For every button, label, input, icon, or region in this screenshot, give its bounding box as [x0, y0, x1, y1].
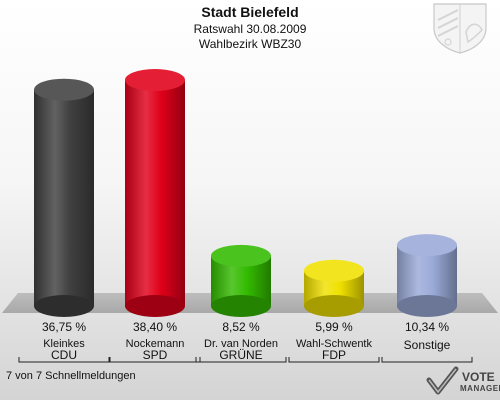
coat-of-arms-icon: [433, 3, 487, 54]
bar-gr-ne: [211, 244, 271, 317]
category-label-cdu: CDU: [51, 348, 77, 362]
candidate-label-gr-ne: Dr. van Norden: [204, 338, 278, 350]
bracket-spd: [109, 357, 201, 363]
category-label-fdp: FDP: [322, 348, 346, 362]
logo-text-vote: VOTE: [462, 370, 495, 384]
candidate-label-spd: Nockemann: [126, 338, 185, 350]
bracket-fdp: [288, 357, 380, 363]
district-subtitle: Wahlbezirk WBZ30: [198, 37, 302, 51]
bar-spd: [125, 69, 185, 317]
value-label-cdu: 36,75 %: [42, 320, 86, 334]
candidate-label-cdu: Kleinkes: [43, 338, 85, 350]
election-subtitle: Ratswahl 30.08.2009: [193, 22, 307, 36]
value-label-fdp: 5,99 %: [315, 320, 353, 334]
candidate-label-fdp: Wahl-Schwentk: [296, 338, 373, 350]
chart-title: Stadt Bielefeld: [201, 4, 299, 20]
category-label-spd: SPD: [143, 348, 168, 362]
bar-fdp: [304, 259, 364, 317]
category-label-gr-ne: GRÜNE: [219, 348, 262, 362]
bracket-sonstige: [381, 357, 473, 363]
bar-sonstige: [397, 234, 457, 317]
logo-text-manager: MANAGER: [460, 384, 500, 393]
bracket-cdu: [18, 357, 110, 363]
value-label-gr-ne: 8,52 %: [222, 320, 260, 334]
footer-status: 7 von 7 Schnellmeldungen: [6, 370, 136, 382]
bar-cdu: [34, 78, 94, 317]
value-label-spd: 38,40 %: [133, 320, 177, 334]
bracket-gr-ne: [195, 357, 287, 363]
category-label-sonstige: Sonstige: [404, 338, 451, 352]
value-label-sonstige: 10,34 %: [405, 320, 449, 334]
vote-manager-logo-icon: [426, 366, 459, 395]
